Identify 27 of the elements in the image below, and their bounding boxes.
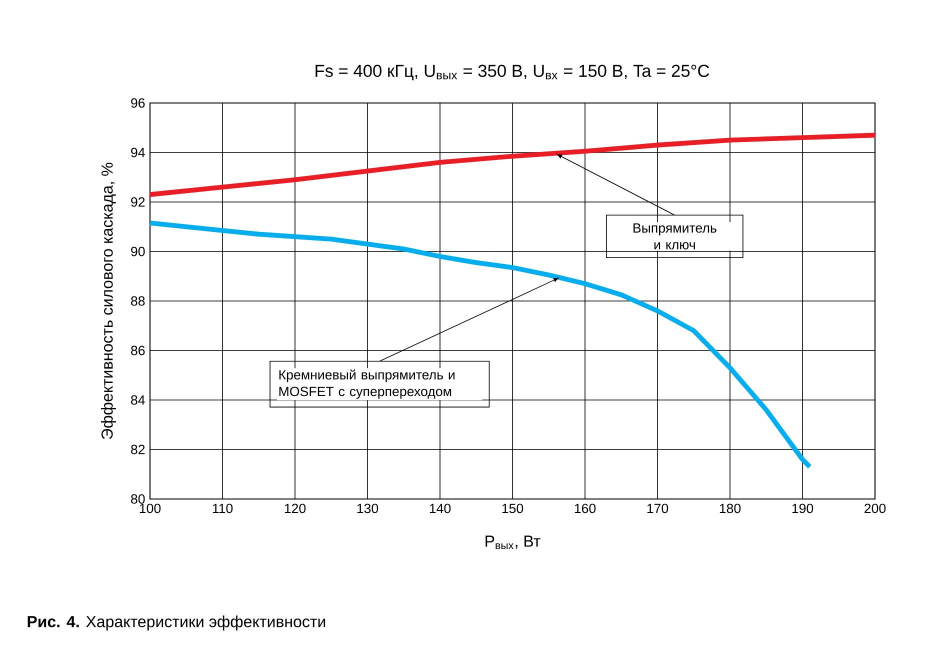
line-series — [148, 220, 812, 470]
x-tick-label: 140 — [430, 504, 451, 514]
annotation: Выпрямитель и ключ — [634, 223, 716, 250]
y-tick-label: 86 — [131, 346, 145, 356]
y-tick-label: 96 — [131, 98, 145, 108]
y-tick-label: 84 — [131, 395, 145, 405]
chart-title: Fs = 400 кГц, U$_{вых}$ = 350 В, U$_{вх}$ = 150 В, Ta = 25°C — [316, 64, 710, 80]
x-tick-label: 130 — [357, 504, 378, 514]
text: Рис. 4. Характеристики эффективности — [28, 616, 326, 630]
x-tick-label: 100 — [140, 504, 161, 514]
y-tick-label: 80 — [131, 494, 145, 504]
x-tick-label: 200 — [864, 504, 886, 514]
x-tick-label: 120 — [284, 504, 306, 514]
x-tick-label: 170 — [647, 504, 668, 514]
x-tick-label: 110 — [212, 504, 233, 514]
x-tick-label: 190 — [792, 504, 814, 514]
annotation: Кремниевый выпрямитель и MOSFET с суперпереходом — [279, 369, 454, 399]
y-tick-label: 90 — [131, 246, 145, 256]
y-tick-label: 94 — [131, 148, 145, 158]
x-tick-label: 150 — [502, 504, 524, 514]
y-tick-label: 92 — [131, 197, 145, 207]
x-tick-label: 180 — [720, 504, 741, 514]
y-tick-label: 88 — [131, 296, 145, 306]
y-axis-title: Эффективность силового каскада, % — [101, 162, 116, 440]
x-tick-label: 160 — [574, 504, 596, 514]
x-axis-title: P$_{вых}$, Вт — [486, 536, 540, 550]
y-tick-label: 82 — [131, 444, 145, 454]
